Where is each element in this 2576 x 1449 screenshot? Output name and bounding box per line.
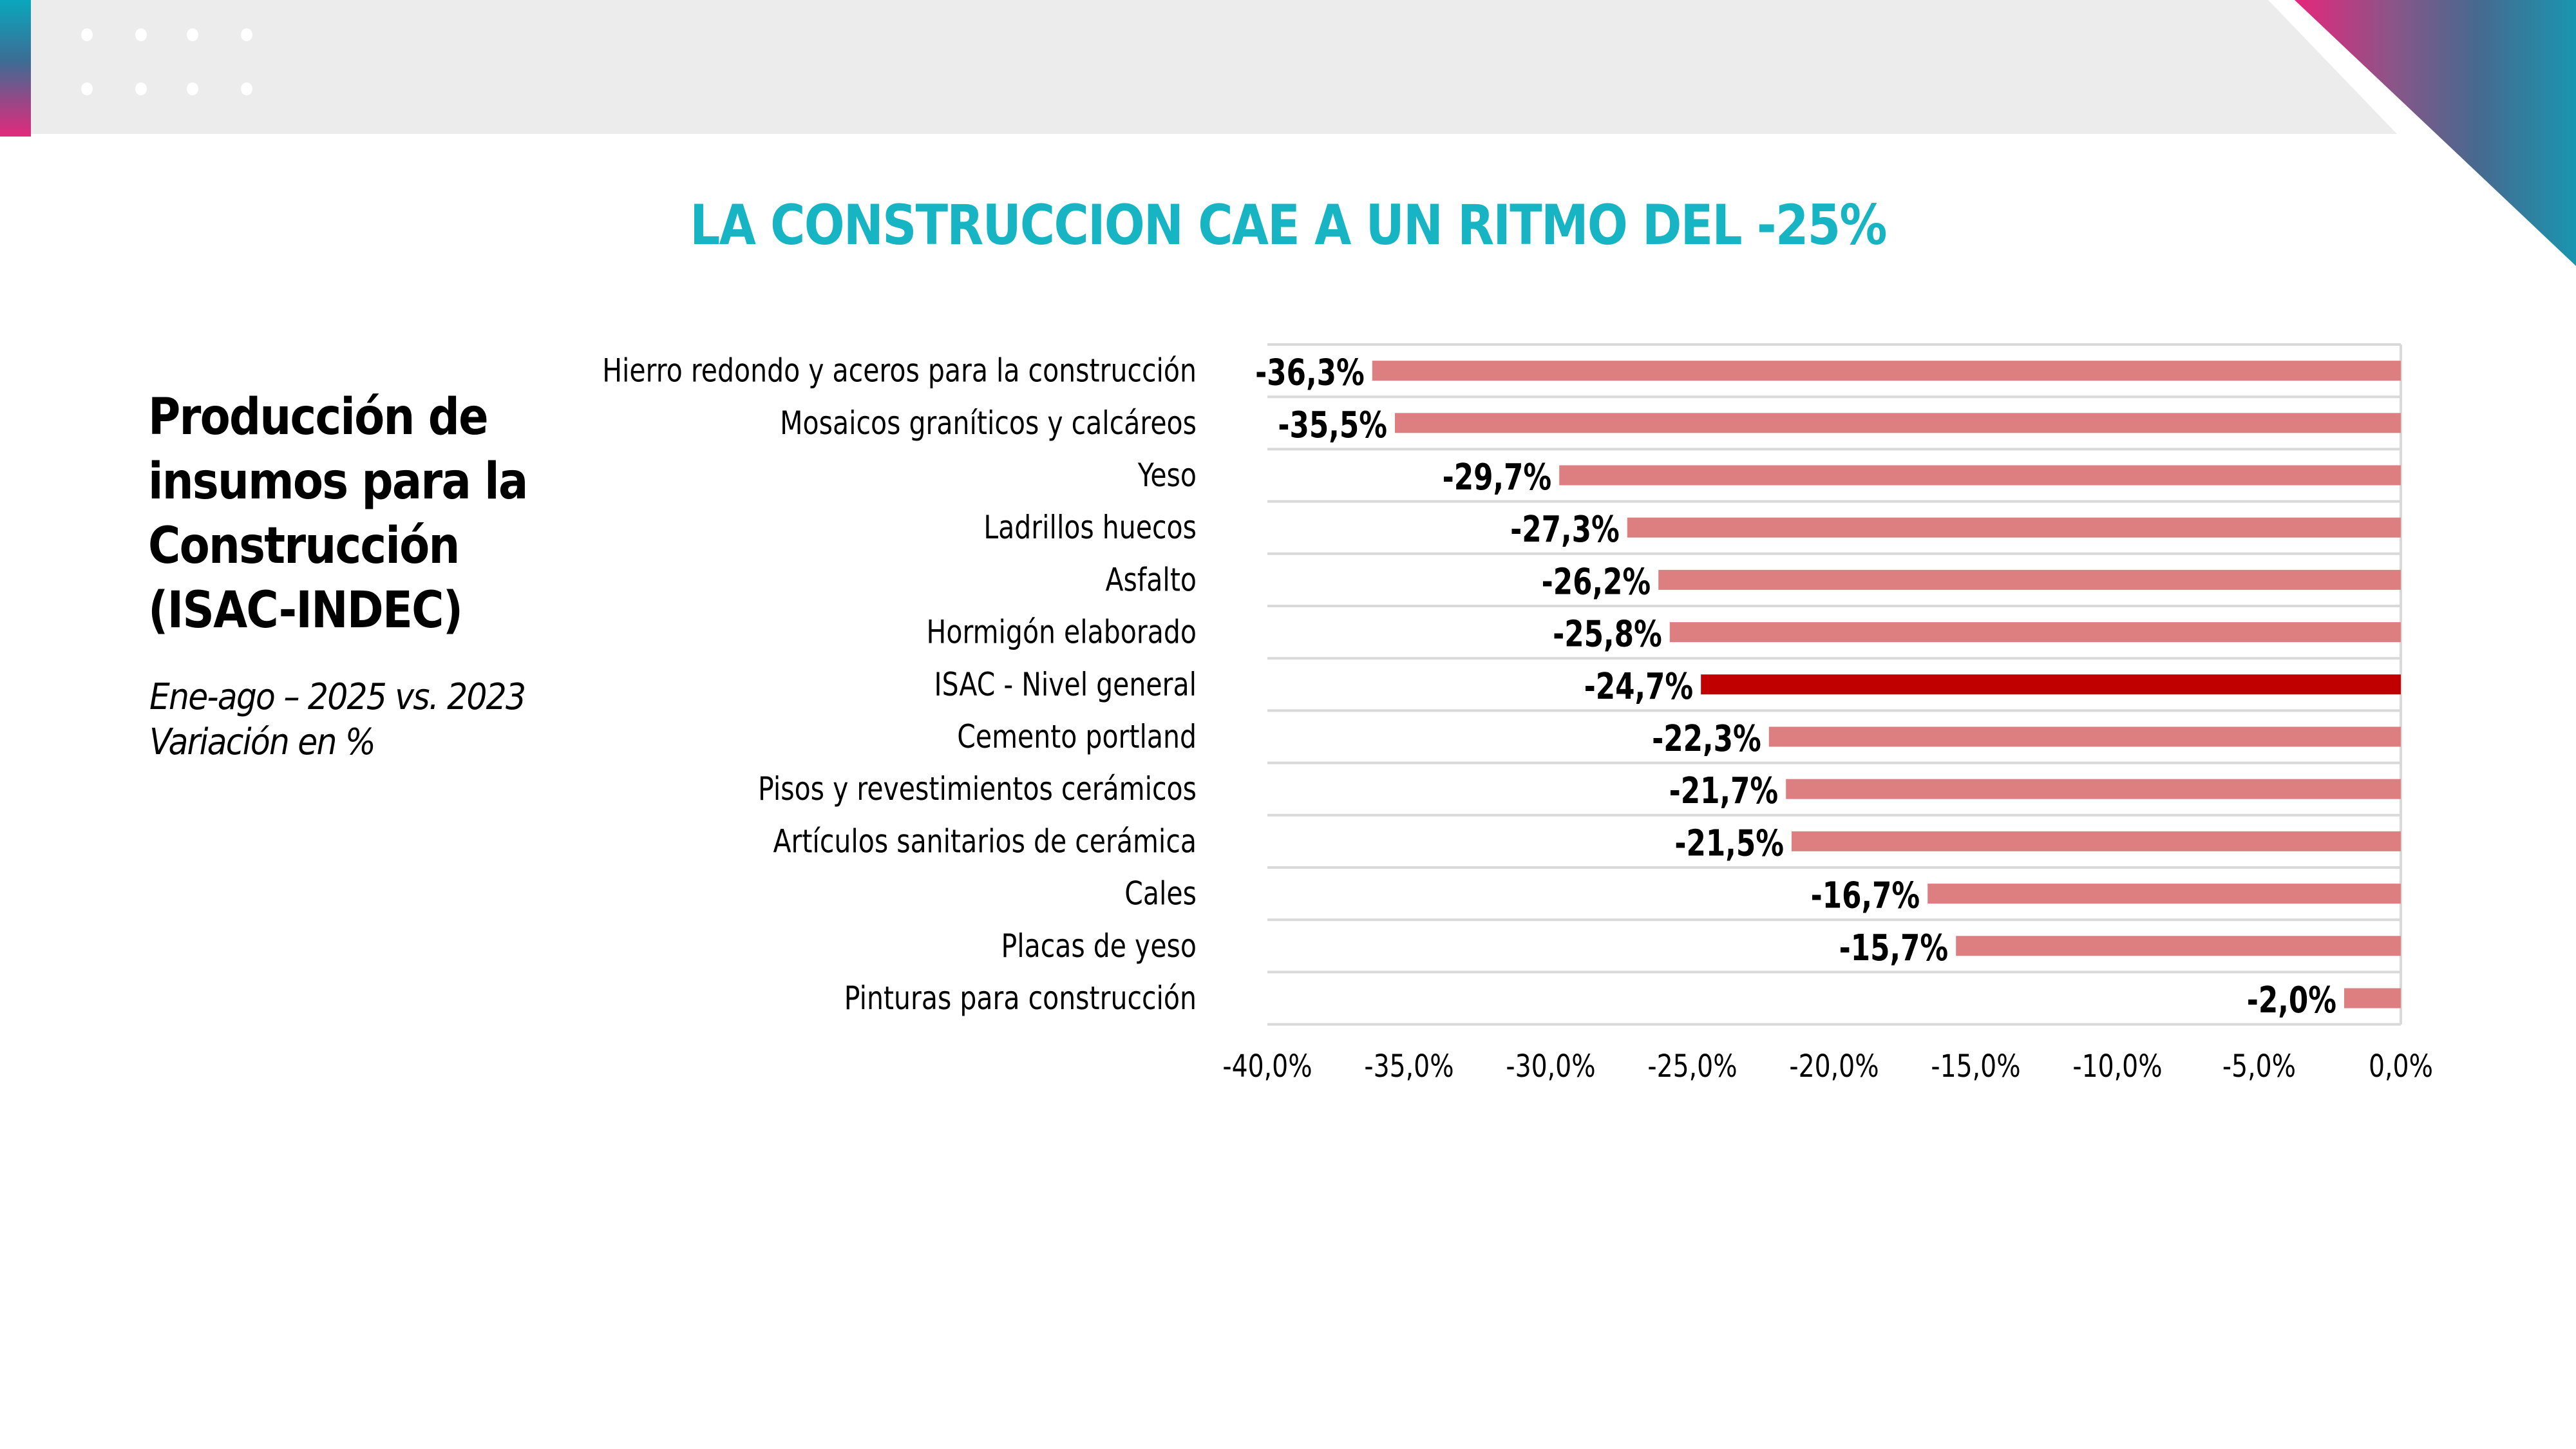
x-tick-label: -10,0%: [2072, 1048, 2162, 1084]
bar: [1372, 361, 2401, 381]
category-label: Cemento portland: [957, 718, 1197, 755]
bar: [1786, 779, 2401, 799]
value-label: -35,5%: [1278, 403, 1387, 446]
category-label: Cales: [1124, 875, 1197, 913]
x-axis-ticks: -40,0% -35,0% -30,0% -25,0% -20,0% -15,0% -10,…: [1222, 1048, 2433, 1084]
category-label: Artículos sanitarios de cerámica: [773, 822, 1197, 860]
bar-highlight: [1701, 674, 2401, 695]
category-label: Asfalto: [1105, 561, 1197, 598]
value-label: -25,8%: [1553, 612, 1662, 655]
dot: [187, 82, 198, 95]
dot: [81, 28, 93, 41]
chart-heading-line: insumos para la: [148, 453, 528, 511]
page-title: LA CONSTRUCCION CAE A UN RITMO DEL -25%: [690, 193, 1887, 258]
bar: [1792, 831, 2401, 851]
x-tick-label: -35,0%: [1364, 1048, 1454, 1084]
chart-subtitle-unit: Variación en %: [149, 721, 376, 763]
category-label: Placas de yeso: [1001, 927, 1197, 965]
category-label: Pisos y revestimientos cerámicos: [758, 770, 1197, 808]
x-tick-label: -25,0%: [1647, 1048, 1737, 1084]
value-label: -36,3%: [1255, 351, 1365, 393]
x-tick-label: -15,0%: [1931, 1048, 2020, 1084]
bar: [1627, 517, 2401, 538]
bar: [1395, 413, 2401, 433]
bar: [1927, 884, 2401, 904]
bar: [1956, 936, 2401, 956]
x-tick-label: -30,0%: [1506, 1048, 1595, 1084]
bar: [1658, 569, 2401, 590]
chart-subtitle-period: Ene-ago – 2025 vs. 2023: [149, 676, 526, 718]
value-label: -27,3%: [1510, 508, 1620, 551]
dot: [187, 28, 198, 41]
chart-heading-line: (ISAC-INDEC): [148, 582, 463, 639]
value-label: -15,7%: [1839, 926, 1949, 969]
value-label: -29,7%: [1443, 456, 1552, 498]
value-label: -22,3%: [1652, 717, 1761, 760]
x-tick-label: -5,0%: [2222, 1048, 2296, 1084]
value-label: -16,7%: [1811, 874, 1920, 916]
bar: [1559, 465, 2401, 486]
x-tick-label: -20,0%: [1789, 1048, 1879, 1084]
bars: [1372, 361, 2401, 1009]
labels: Hierro redondo y aceros para la construc…: [602, 351, 2336, 1021]
bar: [2344, 988, 2401, 1009]
bar: [1669, 622, 2401, 643]
value-label: -26,2%: [1542, 560, 1651, 603]
x-tick-label: -40,0%: [1222, 1048, 1312, 1084]
value-label: -2,0%: [2247, 979, 2336, 1021]
dot: [135, 28, 147, 41]
dot: [81, 82, 93, 95]
category-label: Mosaicos graníticos y calcáreos: [780, 404, 1197, 442]
category-label: Hierro redondo y aceros para la construc…: [602, 352, 1197, 390]
bar: [1768, 726, 2401, 747]
chart-heading-line: Producción de: [148, 388, 489, 446]
gridlines: [1267, 343, 2402, 1026]
value-label: -21,5%: [1674, 822, 1784, 864]
chart-heading: Producción de insumos para la Construcci…: [148, 385, 545, 643]
value-label: -24,7%: [1584, 665, 1694, 707]
category-label: Pinturas para construcción: [844, 980, 1197, 1017]
category-label: Hormigón elaborado: [927, 614, 1197, 651]
category-label: Yeso: [1137, 457, 1197, 494]
value-label: -21,7%: [1669, 770, 1779, 812]
chart-heading-line: Construcción: [148, 517, 460, 575]
header-band: [0, 0, 2397, 134]
x-tick-label: 0,0%: [2369, 1048, 2433, 1084]
dot: [135, 82, 147, 95]
dot: [241, 28, 252, 41]
chart-subtitle: Ene-ago – 2025 vs. 2023 Variación en %: [149, 675, 555, 765]
category-label: Ladrillos huecos: [983, 509, 1197, 546]
dot: [241, 82, 252, 95]
gradient-accent-stripe: [0, 0, 31, 137]
category-label: ISAC - Nivel general: [934, 666, 1197, 703]
